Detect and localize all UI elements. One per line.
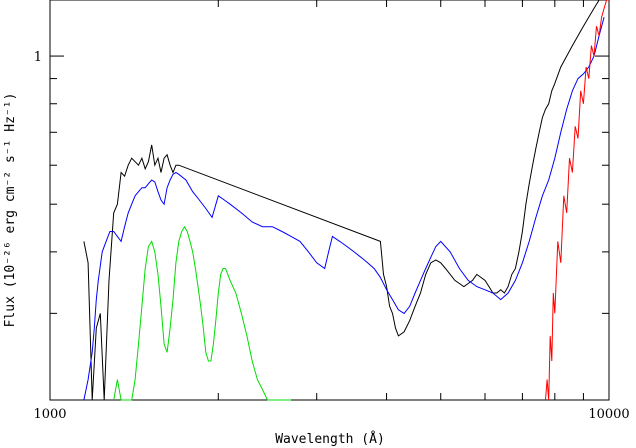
series-line-2 (83, 16, 605, 401)
y-tick-label: 1 (34, 50, 42, 65)
data-series (83, 0, 609, 401)
x-axis-label: Wavelength (Å) (275, 431, 385, 447)
y-axis-label: Flux (10⁻²⁶ erg cm⁻² s⁻¹ Hz⁻¹) (3, 93, 18, 328)
tick-labels: 1000 10000 1 (33, 50, 629, 422)
series-line-3 (113, 225, 292, 401)
x-tick-label: 10000 (588, 407, 629, 422)
axis-ticks (49, 0, 610, 401)
x-tick-label: 1000 (33, 407, 66, 422)
plot-frame (49, 0, 610, 401)
series-line-1 (83, 0, 605, 401)
series-line-4 (545, 0, 609, 401)
